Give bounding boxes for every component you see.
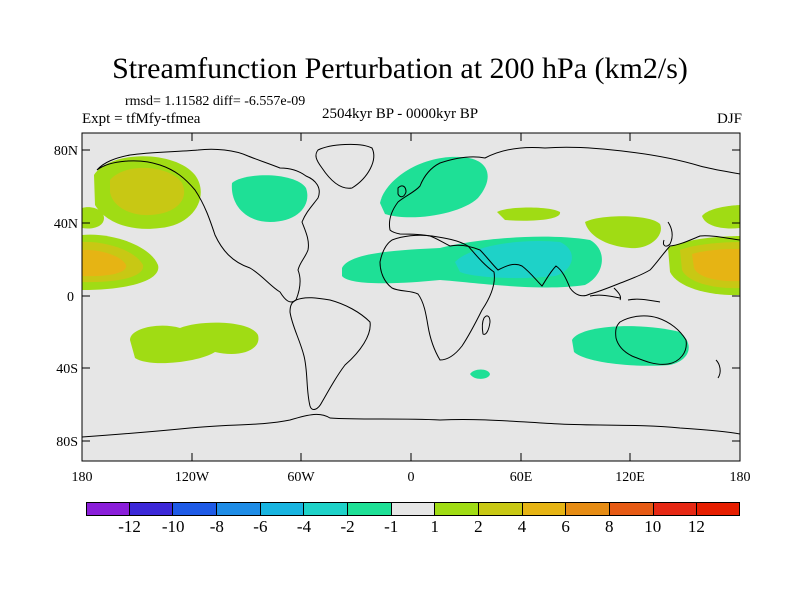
contour-northwest-pacific-positive [702,205,740,229]
contour-east-pacific-core [82,249,127,277]
lon-label-120e: 120E [615,470,645,485]
colorbar-label: -6 [253,517,268,536]
contour-arabia-negative-core [455,240,572,279]
colorbar-label: -1 [384,517,399,536]
period-label: 2504kyr BP - 0000kyr BP [322,106,479,122]
lon-label-180e: 180 [730,470,751,485]
colorbar-label: 12 [687,517,705,536]
colorbar-swatch [522,502,567,516]
colorbar-swatch [697,502,741,516]
lon-label-60w: 60W [287,470,315,485]
colorbar-label: 2 [474,517,483,536]
africa-coast [379,234,495,361]
contour-north-america-negative [231,175,308,222]
contour-mediterranean-positive [497,207,561,221]
lat-label-40s: 40S [56,362,78,377]
japan-coast [663,221,673,247]
colorbar-label: 4 [517,517,527,536]
contour-europe-negative [380,156,488,218]
colorbar-swatch [479,502,523,516]
colorbar-label: -8 [209,517,224,536]
lon-label-180w: 180 [72,470,93,485]
new-zealand-coast [715,359,721,379]
colorbar-swatch [435,502,480,516]
north-america-coast [96,148,320,303]
madagascar-coast [481,315,491,335]
colorbar-label: 10 [644,517,662,536]
greenland-coast [315,143,375,189]
contour-east-asia-positive [585,216,661,249]
south-america-coast [289,297,371,410]
colorbar-swatch [653,502,698,516]
experiment-label: Expt = tfMfy-tfmea [82,111,201,127]
season-label: DJF [716,111,742,127]
colorbar-swatch [86,502,130,516]
colorbar [86,502,741,516]
colorbar-label: -2 [340,517,355,536]
colorbar-swatch [217,502,261,516]
colorbar-swatch [304,502,349,516]
plot-title: Streamfunction Perturbation at 200 hPa (… [112,52,688,85]
contour-fills [82,156,740,379]
lat-label-80n: 80N [54,144,78,159]
antarctica-coast [82,413,740,438]
colorbar-swatch [610,502,654,516]
colorbar-swatch [173,502,218,516]
lon-label-120w: 120W [175,470,210,485]
australia-coast [615,315,687,365]
indonesia-coast [589,287,661,303]
rmsd-diff-stats: rmsd= 1.11582 diff= -6.557e-09 [125,94,306,109]
lat-label-80s: 80S [56,435,78,450]
british-isles-coast [397,185,407,198]
colorbar-label: 6 [561,517,570,536]
colorbar-swatch [391,502,436,516]
lat-label-40n: 40N [54,217,78,232]
coastlines [82,143,740,438]
contour-north-pacific-inner [110,167,185,216]
contour-south-atlantic-negative [470,369,490,379]
colorbar-label: -4 [296,517,312,536]
colorbar-swatch [566,502,611,516]
contour-west-pacific-core [692,248,740,282]
contour-south-pacific-positive [130,322,259,364]
colorbar-label: 1 [430,517,440,536]
colorbar-swatch [348,502,392,516]
colorbar-label: -10 [161,517,185,536]
eurasia-coast [389,146,740,297]
colorbar-label: 8 [604,517,614,536]
colorbar-swatch [129,502,174,516]
lat-label-0: 0 [67,290,74,305]
lon-label-60e: 60E [510,470,533,485]
lon-label-0: 0 [408,470,415,485]
contour-australia-negative [572,326,689,366]
lon-tick-marks [81,133,631,461]
lat-tick-marks [82,149,740,442]
colorbar-label: -12 [118,517,141,536]
colorbar-swatch [260,502,305,516]
